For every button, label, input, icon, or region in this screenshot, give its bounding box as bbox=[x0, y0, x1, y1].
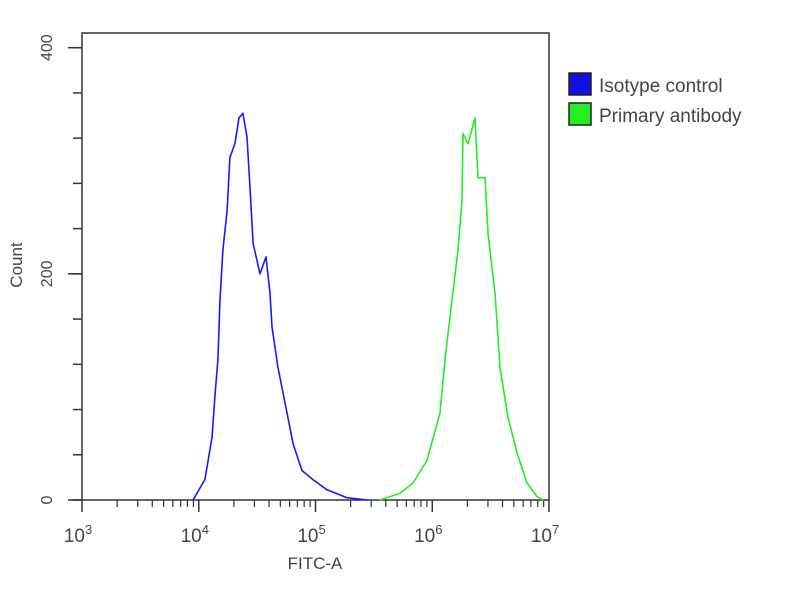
x-tick-label: 103 bbox=[64, 522, 92, 547]
y-tick-label: 0 bbox=[39, 495, 56, 504]
x-tick-label: 105 bbox=[297, 522, 325, 547]
data-point bbox=[526, 482, 528, 484]
data-point bbox=[242, 112, 244, 114]
y-axis-label: Count bbox=[7, 242, 26, 288]
data-point bbox=[451, 299, 453, 301]
data-point bbox=[477, 177, 479, 179]
data-point bbox=[542, 499, 544, 501]
y-axis: 0 200 400 bbox=[39, 34, 82, 504]
data-point bbox=[499, 367, 501, 369]
data-point bbox=[457, 249, 459, 251]
data-point bbox=[346, 497, 348, 499]
series-line-primary bbox=[379, 117, 544, 501]
data-point bbox=[366, 499, 368, 501]
data-point bbox=[252, 242, 254, 244]
data-point bbox=[461, 199, 463, 201]
data-point bbox=[399, 492, 401, 494]
data-point bbox=[249, 187, 251, 189]
x-tick-label: 104 bbox=[181, 522, 209, 547]
y-tick-label: 200 bbox=[39, 260, 56, 287]
data-point bbox=[265, 256, 267, 258]
series-group bbox=[192, 112, 544, 501]
data-point bbox=[192, 499, 194, 501]
data-point bbox=[219, 299, 221, 301]
x-tick-label: 106 bbox=[414, 522, 442, 547]
data-point bbox=[214, 393, 216, 395]
data-point bbox=[286, 412, 288, 414]
data-point bbox=[494, 292, 496, 294]
legend: Isotype control Primary antibody bbox=[568, 72, 742, 127]
data-point bbox=[292, 442, 294, 445]
series-line-isotype bbox=[192, 112, 368, 501]
x-axis-label: FITC-A bbox=[288, 554, 343, 573]
data-point bbox=[246, 136, 248, 138]
legend-label-isotype: Isotype control bbox=[599, 76, 723, 97]
x-tick-label: 107 bbox=[531, 522, 559, 547]
data-point bbox=[379, 499, 381, 501]
data-point bbox=[301, 470, 303, 472]
data-point bbox=[238, 117, 240, 119]
y-tick-label: 400 bbox=[39, 34, 56, 61]
data-point bbox=[259, 273, 261, 275]
data-point bbox=[269, 292, 271, 294]
data-point bbox=[234, 143, 236, 145]
data-point bbox=[217, 359, 219, 361]
data-point bbox=[229, 156, 231, 158]
data-point bbox=[277, 367, 279, 369]
data-point bbox=[462, 133, 464, 135]
x-axis: 103 104 105 106 107 bbox=[64, 500, 559, 547]
data-point bbox=[426, 459, 428, 462]
data-point bbox=[226, 209, 228, 212]
data-point bbox=[222, 249, 224, 251]
data-point bbox=[312, 479, 314, 481]
data-point bbox=[536, 496, 538, 498]
data-point bbox=[474, 117, 476, 119]
data-point bbox=[484, 177, 486, 179]
data-point bbox=[204, 479, 206, 481]
data-point bbox=[271, 326, 273, 328]
data-point bbox=[467, 143, 469, 145]
data-point bbox=[439, 412, 441, 414]
data-point bbox=[412, 482, 414, 484]
data-point bbox=[211, 436, 213, 438]
data-point bbox=[507, 416, 509, 419]
data-point bbox=[444, 359, 446, 361]
plot-frame bbox=[81, 32, 550, 501]
data-point bbox=[326, 489, 328, 491]
data-point bbox=[516, 451, 518, 454]
legend-swatch-isotype bbox=[568, 72, 592, 96]
legend-label-primary: Primary antibody bbox=[599, 106, 742, 127]
legend-swatch-primary bbox=[568, 102, 592, 126]
data-point bbox=[487, 232, 489, 234]
